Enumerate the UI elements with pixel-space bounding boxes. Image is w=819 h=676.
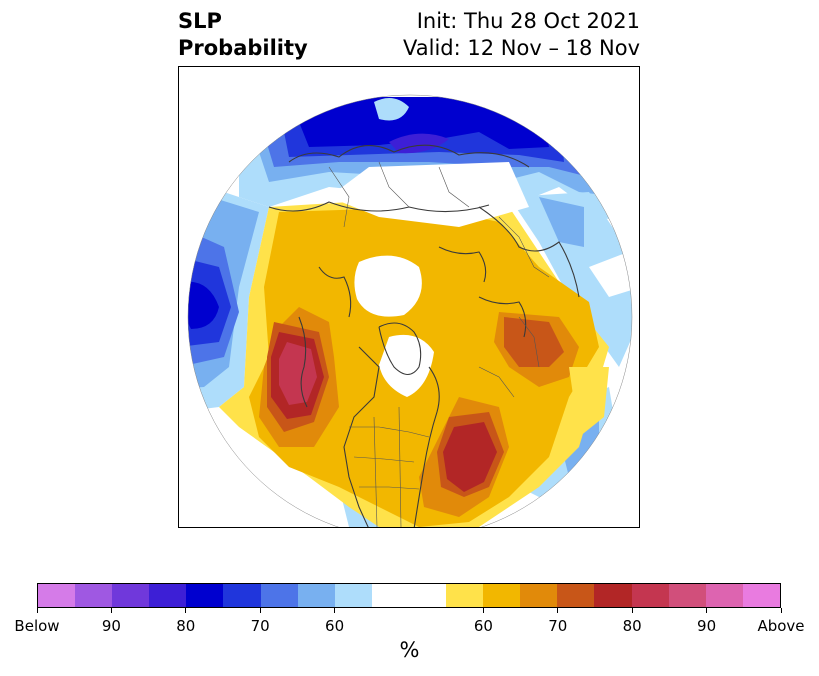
colorbar-segment bbox=[186, 584, 224, 607]
colorbar-segment bbox=[38, 584, 76, 607]
colorbar-tick-mark bbox=[259, 608, 261, 613]
contour-above-75 bbox=[504, 317, 564, 367]
colorbar-segment bbox=[408, 584, 447, 607]
colorbar-segment bbox=[594, 584, 632, 607]
colorbar-segment bbox=[260, 584, 298, 607]
colorbar-segment bbox=[297, 584, 335, 607]
contour-above-60 bbox=[569, 367, 609, 437]
colorbar-tick-label: 60 bbox=[325, 617, 345, 635]
colorbar-segment bbox=[668, 584, 706, 607]
contour-below-80 bbox=[289, 97, 549, 149]
colorbar-tick-label: 70 bbox=[548, 617, 568, 635]
variable-title: SLP bbox=[178, 9, 222, 33]
colorbar-segment bbox=[446, 584, 484, 607]
init-date: Init: Thu 28 Oct 2021 bbox=[416, 9, 640, 33]
contour-above-80 bbox=[443, 422, 497, 492]
colorbar-tick-label: Below bbox=[14, 617, 60, 635]
colorbar-tick-mark bbox=[557, 608, 559, 613]
colorbar-tick-label: 90 bbox=[101, 617, 121, 635]
colorbar bbox=[37, 583, 781, 608]
colorbar-segment bbox=[742, 584, 780, 607]
colorbar-tick-label: 70 bbox=[250, 617, 270, 635]
colorbar-segment bbox=[483, 584, 521, 607]
colorbar-tick-label: Above bbox=[757, 617, 805, 635]
variable-subtitle: Probability bbox=[178, 36, 308, 60]
colorbar-tick-mark bbox=[631, 608, 633, 613]
colorbar-tick-mark bbox=[706, 608, 708, 613]
colorbar-segment bbox=[149, 584, 187, 607]
colorbar-segment bbox=[75, 584, 113, 607]
colorbar-unit: % bbox=[399, 638, 420, 662]
valid-range: Valid: 12 Nov – 18 Nov bbox=[403, 36, 640, 60]
colorbar-tick-mark bbox=[185, 608, 187, 613]
colorbar-segment bbox=[112, 584, 150, 607]
colorbar-segment bbox=[557, 584, 595, 607]
colorbar-tick-mark bbox=[482, 608, 484, 613]
contour-below-80 bbox=[188, 281, 219, 329]
coastlines bbox=[268, 144, 580, 527]
contour-above-85 bbox=[279, 342, 317, 405]
colorbar-tick-label: 80 bbox=[622, 617, 642, 635]
plot-title-right: Init: Thu 28 Oct 2021 Valid: 12 Nov – 18… bbox=[403, 8, 640, 62]
colorbar-segment bbox=[631, 584, 669, 607]
plot-title-left: SLP Probability bbox=[178, 8, 308, 62]
colorbar-tick-mark bbox=[110, 608, 112, 613]
contour-below-65 bbox=[539, 197, 584, 247]
political-borders bbox=[328, 161, 550, 527]
colorbar-segment bbox=[334, 584, 372, 607]
colorbar-segment bbox=[520, 584, 558, 607]
colorbar-tick-mark bbox=[780, 608, 782, 613]
colorbar-tick-label: 80 bbox=[176, 617, 196, 635]
colorbar-segment bbox=[705, 584, 743, 607]
colorbar-segment bbox=[371, 584, 409, 607]
contour-below-60 bbox=[374, 98, 409, 121]
map-canvas bbox=[187, 94, 633, 527]
colorbar-tick-label: 60 bbox=[473, 617, 493, 635]
colorbar-segment bbox=[223, 584, 261, 607]
colorbar-tick-mark bbox=[334, 608, 336, 613]
colorbar-tick-mark bbox=[36, 608, 38, 613]
map-disk bbox=[188, 95, 632, 527]
probability-map bbox=[178, 66, 640, 528]
colorbar-tick-label: 90 bbox=[697, 617, 717, 635]
